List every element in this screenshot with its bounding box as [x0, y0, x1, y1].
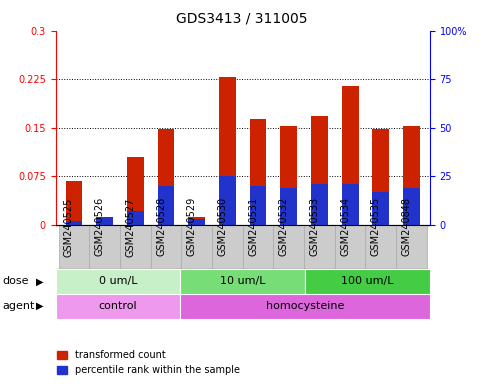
Bar [335, 225, 366, 269]
Bar [280, 188, 297, 225]
Bar [311, 184, 328, 225]
Bar [396, 225, 427, 269]
Bar [180, 269, 305, 294]
Bar [212, 225, 243, 269]
Text: homocysteine: homocysteine [266, 301, 344, 311]
Text: GSM240530: GSM240530 [217, 197, 227, 257]
Bar [151, 225, 181, 269]
Bar [157, 129, 174, 225]
Text: GSM240528: GSM240528 [156, 197, 166, 257]
Text: GSM240526: GSM240526 [95, 197, 105, 257]
Bar [66, 221, 83, 225]
Text: agent: agent [2, 301, 35, 311]
Bar [304, 225, 335, 269]
Bar [243, 225, 273, 269]
Bar [58, 225, 89, 269]
Text: GSM240534: GSM240534 [340, 197, 350, 257]
Bar [56, 294, 180, 319]
Bar [250, 186, 267, 225]
Bar [219, 77, 236, 225]
Text: GSM240535: GSM240535 [371, 197, 381, 257]
Bar [250, 119, 267, 225]
Bar [372, 192, 389, 225]
Bar [120, 225, 151, 269]
Bar [403, 126, 420, 225]
Text: 0 um/L: 0 um/L [99, 276, 137, 286]
Text: GSM240532: GSM240532 [279, 197, 289, 257]
Text: GSM240848: GSM240848 [401, 197, 412, 257]
Text: GSM240531: GSM240531 [248, 197, 258, 257]
Bar [96, 217, 113, 225]
Bar [219, 176, 236, 225]
Text: ▶: ▶ [36, 301, 44, 311]
Bar [180, 294, 430, 319]
Bar [273, 225, 304, 269]
Bar [366, 225, 396, 269]
Bar [188, 219, 205, 225]
Text: GSM240529: GSM240529 [187, 197, 197, 257]
Legend: transformed count, percentile rank within the sample: transformed count, percentile rank withi… [53, 346, 243, 379]
Bar [305, 269, 430, 294]
Text: GDS3413 / 311005: GDS3413 / 311005 [176, 12, 307, 25]
Text: control: control [99, 301, 137, 311]
Text: dose: dose [2, 276, 29, 286]
Bar [127, 211, 144, 225]
Bar [403, 188, 420, 225]
Bar [372, 129, 389, 225]
Text: 100 um/L: 100 um/L [341, 276, 394, 286]
Bar [66, 181, 83, 225]
Bar [280, 126, 297, 225]
Bar [89, 225, 120, 269]
Bar [56, 269, 180, 294]
Text: GSM240527: GSM240527 [125, 197, 135, 257]
Bar [96, 217, 113, 225]
Bar [188, 217, 205, 225]
Bar [157, 186, 174, 225]
Bar [341, 184, 358, 225]
Text: 10 um/L: 10 um/L [220, 276, 266, 286]
Text: ▶: ▶ [36, 276, 44, 286]
Bar [127, 157, 144, 225]
Bar [341, 86, 358, 225]
Text: GSM240533: GSM240533 [310, 197, 319, 257]
Bar [181, 225, 212, 269]
Bar [311, 116, 328, 225]
Text: GSM240525: GSM240525 [64, 197, 74, 257]
